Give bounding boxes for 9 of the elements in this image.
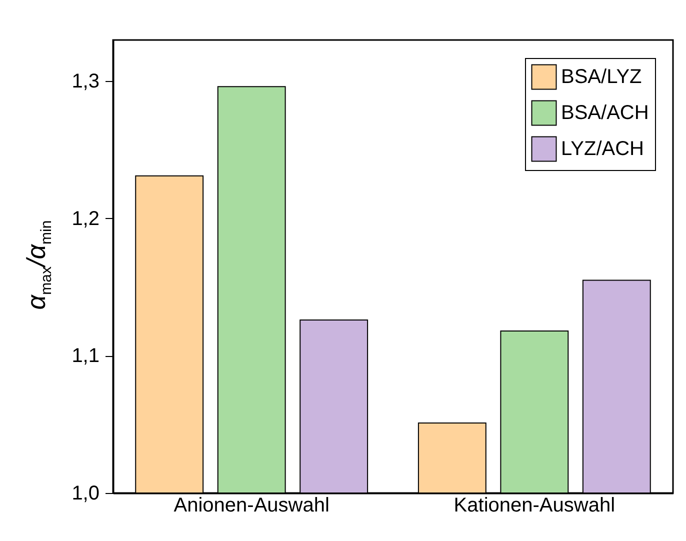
x-tick-label: Kationen-Auswahl — [454, 494, 616, 516]
y-tick-label: 1,3 — [72, 70, 100, 93]
y-tick-label: 1,0 — [72, 482, 100, 504]
y-tick-label: 1,2 — [72, 208, 100, 230]
legend-label: BSA/LYZ — [561, 66, 642, 88]
legend-label: BSA/ACH — [561, 102, 649, 124]
legend-label: LYZ/ACH — [561, 138, 644, 160]
x-tick-label: Anionen-Auswahl — [174, 494, 330, 516]
y-tick-label: 1,1 — [72, 345, 100, 368]
